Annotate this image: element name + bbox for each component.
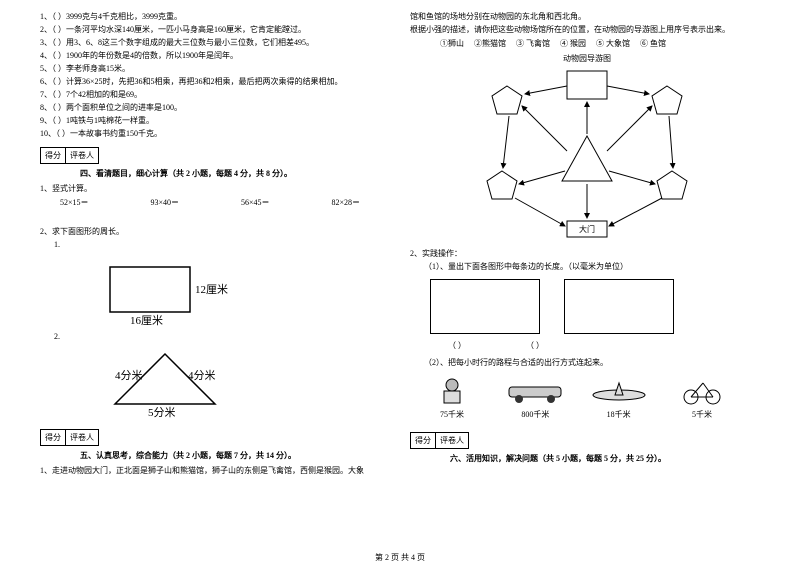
option: ⑤ 大象馆 — [596, 38, 630, 49]
tf-item: 4、（ ）1900年的年份数是4的倍数，所以1900年是闰年。 — [40, 50, 394, 62]
calc-item: 56×45＝ — [241, 197, 270, 208]
option: ①狮山 — [440, 38, 464, 49]
tri-left-label: 4分米 — [115, 369, 143, 382]
vehicle-labels: 75千米 800千米 18千米 5千米 — [422, 409, 732, 420]
rect-width-label: 16厘米 — [130, 314, 163, 327]
tri-base-label: 5分米 — [148, 406, 176, 419]
q2-1: （1）、量出下面各图形中每条边的长度。（以毫米为单位） — [424, 261, 764, 273]
tf-item: 9、（ ）1吨铁与1吨棉花一样重。 — [40, 115, 394, 127]
measure-rects — [430, 279, 764, 334]
measure-rect — [564, 279, 674, 334]
tri-right-label: 4分米 — [188, 369, 216, 382]
calc-row: 52×15＝ 93×40＝ 56×45＝ 82×28＝ — [60, 197, 360, 208]
paren-row: （ ） （ ） — [448, 340, 764, 351]
gate-label: 大门 — [579, 224, 595, 234]
perimeter-label: 2、求下面图形的周长。 — [40, 226, 394, 238]
veh-label: 18千米 — [589, 409, 649, 420]
tf-item: 7、（ ）7个42相加的和是69。 — [40, 89, 394, 101]
veh-label: 5千米 — [672, 409, 732, 420]
page-footer: 第 2 页 共 4 页 — [0, 552, 800, 563]
right-column: 馆和鱼馆的场地分别在动物园的东北角和西北角。 根据小强的描述，请你把这些动物场馆… — [410, 10, 780, 545]
plane-icon — [589, 381, 649, 407]
paren: （ ） — [448, 340, 466, 351]
tf-item: 3、（ ）用3、6、8这三个数字组成的最大三位数与最小三位数，它们相差495。 — [40, 37, 394, 49]
calc-label: 1、竖式计算。 — [40, 183, 394, 195]
bicycle-icon — [672, 375, 732, 407]
grader-label: 评卷人 — [436, 433, 468, 448]
section-4-title: 四、看清题目，细心计算（共 2 小题，每题 4 分，共 8 分）。 — [80, 168, 394, 179]
section-5-title: 五、认真思考，综合能力（共 2 小题，每题 7 分，共 14 分）。 — [80, 450, 394, 461]
section-6-title: 六、活用知识，解决问题（共 5 小题，每题 5 分，共 25 分）。 — [450, 453, 764, 464]
grader-label: 评卷人 — [66, 148, 98, 163]
calc-item: 52×15＝ — [60, 197, 89, 208]
score-box: 得分 评卷人 — [40, 147, 99, 164]
q5-1: 1、走进动物园大门，正北面是狮子山和熊猫馆，狮子山的东侧是飞禽馆，西侧是猴园。大… — [40, 465, 394, 477]
fig2-num: 2. — [54, 331, 394, 343]
measure-rect — [430, 279, 540, 334]
q2-2: （2）、把每小时行的路程与合适的出行方式连起来。 — [424, 357, 764, 369]
score-label: 得分 — [41, 430, 66, 445]
q2: 2、实践操作： — [410, 248, 764, 260]
tf-item: 10、（ ）一本故事书约重150千克。 — [40, 128, 394, 140]
veh-label: 800千米 — [505, 409, 565, 420]
tf-item: 1、（ ）3999克与4千克相比，3999克重。 — [40, 11, 394, 23]
score-label: 得分 — [41, 148, 66, 163]
score-label: 得分 — [411, 433, 436, 448]
vehicle-row — [422, 375, 732, 407]
option-row: ①狮山 ②熊猫馆 ③ 飞禽馆 ④ 猴园 ⑤ 大象馆 ⑥ 鱼馆 — [440, 38, 764, 49]
robot-icon — [422, 375, 482, 407]
instruction: 根据小强的描述，请你把这些动物场馆所在的位置，在动物园的导游图上用序号表示出来。 — [410, 24, 764, 36]
calc-item: 93×40＝ — [150, 197, 179, 208]
map-title: 动物园导游图 — [410, 53, 764, 64]
left-column: 1、（ ）3999克与4千克相比，3999克重。 2、（ ）一条河平均水深140… — [40, 10, 410, 545]
option: ④ 猴园 — [560, 38, 586, 49]
option: ②熊猫馆 — [474, 38, 506, 49]
continuation: 馆和鱼馆的场地分别在动物园的东北角和西北角。 — [410, 11, 764, 23]
tf-item: 8、（ ）两个面积单位之间的进率是100。 — [40, 102, 394, 114]
fig1-num: 1. — [54, 239, 394, 251]
score-box: 得分 评卷人 — [40, 429, 99, 446]
score-box: 得分 评卷人 — [410, 432, 469, 449]
tf-item: 6、（ ）计算36×25时，先把36和5相乘，再把36和2相乘，最后把两次乘得的… — [40, 76, 394, 88]
rect-height-label: 12厘米 — [195, 283, 228, 296]
option: ③ 飞禽馆 — [516, 38, 550, 49]
calc-item: 82×28＝ — [331, 197, 360, 208]
grader-label: 评卷人 — [66, 430, 98, 445]
car-icon — [505, 381, 565, 407]
rectangle-figure: 12厘米 16厘米 — [90, 257, 394, 329]
paren: （ ） — [526, 340, 544, 351]
option: ⑥ 鱼馆 — [640, 38, 666, 49]
zoo-map-diagram: 大门 — [467, 66, 707, 246]
veh-label: 75千米 — [422, 409, 482, 420]
tf-item: 5、（ ）李老师身高15米。 — [40, 63, 394, 75]
triangle-figure: 4分米 4分米 5分米 — [100, 349, 394, 421]
tf-item: 2、（ ）一条河平均水深140厘米，一匹小马身高是160厘米，它肯定能蹚过。 — [40, 24, 394, 36]
